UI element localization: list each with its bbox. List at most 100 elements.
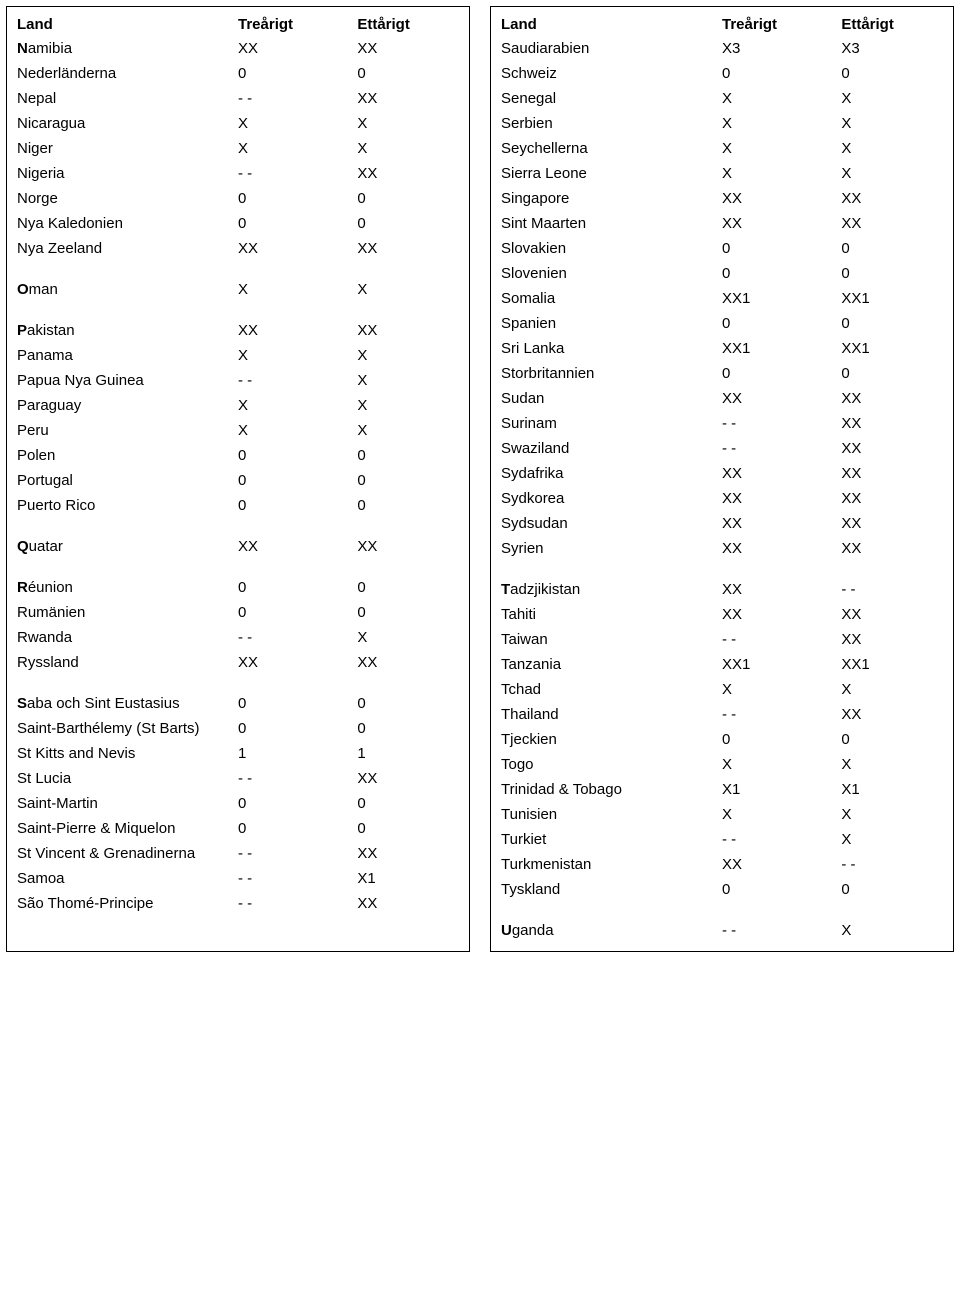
- cell-land: Rumänien: [17, 600, 238, 625]
- cell-land: Norge: [17, 186, 238, 211]
- cell-tre: XX: [722, 386, 841, 411]
- table-row: Sierra LeoneXX: [501, 161, 943, 186]
- cell-land: Turkmenistan: [501, 852, 722, 877]
- cell-tre: X1: [722, 777, 841, 802]
- table-row: SaudiarabienX3X3: [501, 36, 943, 61]
- cell-ett: X: [841, 111, 943, 136]
- cell-ett: XX1: [841, 286, 943, 311]
- cell-ett: X: [841, 918, 943, 943]
- cell-tre: X: [238, 343, 357, 368]
- cell-ett: XX: [841, 461, 943, 486]
- table-row: Tjeckien00: [501, 727, 943, 752]
- table-row: Uganda- -X: [501, 918, 943, 943]
- cell-ett: 0: [357, 716, 459, 741]
- cell-tre: XX: [722, 577, 841, 602]
- cell-tre: X: [722, 677, 841, 702]
- cell-tre: - -: [238, 161, 357, 186]
- cell-land: Sierra Leone: [501, 161, 722, 186]
- cell-tre: 0: [722, 311, 841, 336]
- cell-land: Pakistan: [17, 318, 238, 343]
- cell-land: Singapore: [501, 186, 722, 211]
- header-ett: Ettårigt: [357, 13, 459, 36]
- table-header-row: Land Treårigt Ettårigt: [501, 13, 943, 36]
- cell-land: Réunion: [17, 575, 238, 600]
- cell-ett: 0: [357, 443, 459, 468]
- cell-land: Papua Nya Guinea: [17, 368, 238, 393]
- cell-tre: 0: [238, 493, 357, 518]
- cell-tre: X: [722, 136, 841, 161]
- cell-tre: 0: [722, 877, 841, 902]
- cell-ett: X: [841, 802, 943, 827]
- cell-land: Syrien: [501, 536, 722, 561]
- cell-land: Turkiet: [501, 827, 722, 852]
- cell-ett: 0: [841, 727, 943, 752]
- cell-land: Tchad: [501, 677, 722, 702]
- cell-tre: - -: [722, 627, 841, 652]
- cell-ett: XX: [841, 436, 943, 461]
- table-row: Rumänien00: [17, 600, 459, 625]
- header-land: Land: [501, 13, 722, 36]
- cell-tre: 0: [238, 468, 357, 493]
- cell-land: Tunisien: [501, 802, 722, 827]
- cell-tre: 0: [238, 791, 357, 816]
- cell-ett: XX: [841, 211, 943, 236]
- table-row: Nepal- -XX: [17, 86, 459, 111]
- table-row: RysslandXXXX: [17, 650, 459, 675]
- table-row: TogoXX: [501, 752, 943, 777]
- table-row: Nya ZeelandXXXX: [17, 236, 459, 261]
- cell-ett: XX: [357, 891, 459, 916]
- table-row: Surinam- -XX: [501, 411, 943, 436]
- cell-tre: X: [722, 802, 841, 827]
- cell-land: Senegal: [501, 86, 722, 111]
- cell-ett: 0: [841, 361, 943, 386]
- header-tre: Treårigt: [238, 13, 357, 36]
- cell-tre: XX: [238, 36, 357, 61]
- cell-land: Somalia: [501, 286, 722, 311]
- table-row: Sri LankaXX1XX1: [501, 336, 943, 361]
- cell-ett: XX: [357, 36, 459, 61]
- cell-tre: 0: [722, 361, 841, 386]
- cell-ett: XX: [841, 186, 943, 211]
- cell-land: Saint-Martin: [17, 791, 238, 816]
- cell-land: Samoa: [17, 866, 238, 891]
- spacer-row: [17, 302, 459, 318]
- cell-land: Saint-Barthélemy (St Barts): [17, 716, 238, 741]
- cell-land: St Kitts and Nevis: [17, 741, 238, 766]
- header-ett: Ettårigt: [841, 13, 943, 36]
- cell-ett: 0: [357, 691, 459, 716]
- cell-tre: 0: [238, 211, 357, 236]
- table-row: SomaliaXX1XX1: [501, 286, 943, 311]
- table-row: Turkiet- -X: [501, 827, 943, 852]
- cell-tre: - -: [722, 702, 841, 727]
- spacer-row: [17, 261, 459, 277]
- cell-land: Sudan: [501, 386, 722, 411]
- header-tre: Treårigt: [722, 13, 841, 36]
- cell-land: Sydsudan: [501, 511, 722, 536]
- table-row: Saint-Barthélemy (St Barts)00: [17, 716, 459, 741]
- spacer-row: [501, 902, 943, 918]
- cell-ett: 0: [357, 575, 459, 600]
- cell-ett: X: [841, 86, 943, 111]
- cell-land: Sri Lanka: [501, 336, 722, 361]
- table-row: Portugal00: [17, 468, 459, 493]
- cell-tre: XX: [238, 650, 357, 675]
- table-row: TchadXX: [501, 677, 943, 702]
- cell-ett: XX: [841, 536, 943, 561]
- cell-tre: - -: [238, 625, 357, 650]
- table-row: PanamaXX: [17, 343, 459, 368]
- spacer-row: [17, 559, 459, 575]
- table-row: SudanXXXX: [501, 386, 943, 411]
- cell-ett: XX: [357, 841, 459, 866]
- right-tbody: SaudiarabienX3X3Schweiz00SenegalXXSerbie…: [501, 36, 943, 943]
- table-row: ParaguayXX: [17, 393, 459, 418]
- cell-tre: XX: [722, 536, 841, 561]
- cell-land: Swaziland: [501, 436, 722, 461]
- cell-ett: 0: [357, 816, 459, 841]
- cell-ett: X1: [357, 866, 459, 891]
- cell-ett: 0: [841, 877, 943, 902]
- table-row: Schweiz00: [501, 61, 943, 86]
- cell-ett: X: [357, 418, 459, 443]
- cell-land: Saba och Sint Eustasius: [17, 691, 238, 716]
- cell-land: Nicaragua: [17, 111, 238, 136]
- cell-land: Oman: [17, 277, 238, 302]
